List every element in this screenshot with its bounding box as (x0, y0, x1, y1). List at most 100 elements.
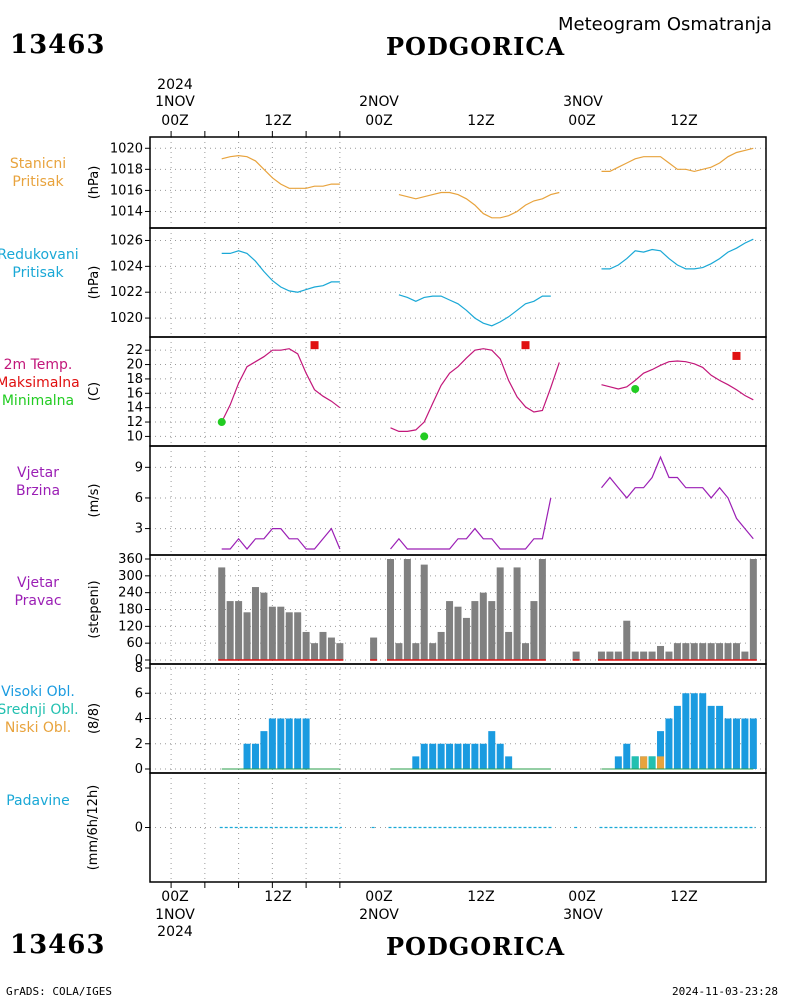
direction-bar (311, 643, 319, 660)
y-tick-label: 1020 (110, 141, 143, 156)
high-cloud-bar (454, 743, 462, 769)
top-hour-6: 12Z (670, 113, 698, 129)
direction-bar (505, 631, 513, 660)
y-axis-label: (8/8) (87, 703, 102, 734)
label-line: Pravac (14, 593, 62, 609)
direction-bar (732, 643, 740, 660)
y-tick-label: 1024 (110, 259, 143, 274)
y-tick-label: 1026 (110, 233, 143, 248)
high-cloud-bar (471, 743, 479, 769)
top-hour-2: 12Z (264, 113, 292, 129)
bottom-hour-5: 00Z (568, 889, 596, 905)
label-line: Brzina (15, 483, 61, 499)
panel-label-temperature: 2m Temp. Maksimalna Minimalna (0, 356, 108, 410)
direction-bar (640, 651, 648, 660)
panel-label-wind-direction: Vjetar Pravac (0, 574, 108, 610)
direction-bar (657, 645, 665, 660)
top-hour-3: 00Z (365, 113, 393, 129)
panel-frame (149, 772, 767, 883)
top-hour-4: 12Z (467, 113, 495, 129)
top-hour-5: 00Z (568, 113, 596, 129)
panel-label-station-pressure: Stanicni Pritisak (0, 155, 108, 191)
panel-label-reduced-pressure: Redukovani Pritisak (0, 246, 108, 282)
y-tick-label: 180 (118, 603, 143, 618)
top-day-2: 2NOV (359, 94, 399, 110)
min-temp-marker (420, 432, 429, 441)
high-cloud-bar (479, 743, 487, 769)
direction-bar (277, 606, 285, 660)
bottom-year: 2024 (157, 924, 193, 940)
label-line: Niski Obl. (4, 720, 72, 736)
footer-timestamp: 2024-11-03-23:28 (672, 985, 778, 998)
high-cloud-bar (673, 705, 681, 769)
label-line: Srednji Obl. (0, 702, 79, 718)
y-tick-label: 1016 (110, 183, 143, 198)
min-temp-marker (217, 418, 226, 427)
direction-bar (648, 651, 656, 660)
high-cloud-bar (657, 731, 665, 769)
series-line (221, 250, 340, 293)
high-cloud-bar (496, 743, 504, 769)
direction-bar (437, 631, 445, 660)
y-tick-label: 9 (135, 460, 143, 475)
y-tick-label: 0 (135, 821, 143, 836)
high-cloud-bar (302, 718, 310, 769)
y-tick-label: 60 (126, 636, 143, 651)
y-tick-label: 300 (118, 569, 143, 584)
y-tick-label: 0 (135, 653, 143, 668)
label-line: Visoki Obl. (1, 684, 75, 700)
direction-bar (488, 601, 496, 660)
direction-bar (471, 601, 479, 660)
label-line: Minimalna (1, 393, 75, 409)
direction-bar (690, 643, 698, 660)
direction-bar (285, 612, 293, 660)
y-tick-label: 360 (118, 552, 143, 567)
high-cloud-bar (429, 743, 437, 769)
high-cloud-bar (690, 693, 698, 769)
direction-bar (623, 620, 631, 660)
direction-bar (302, 631, 310, 660)
high-cloud-bar (260, 731, 268, 769)
direction-bar (319, 631, 327, 660)
high-cloud-bar (724, 718, 732, 769)
panel-label-precipitation: Padavine (0, 792, 108, 810)
direction-bar (370, 637, 378, 660)
series-line (601, 147, 754, 173)
direction-bar (606, 651, 614, 660)
series-line (601, 455, 754, 540)
low-cloud-bar (640, 756, 648, 769)
y-tick-label: 12 (126, 415, 143, 430)
panel-label-wind-speed: Vjetar Brzina (0, 464, 108, 500)
direction-bar (707, 643, 715, 660)
direction-bar (479, 592, 487, 660)
y-tick-label: 240 (118, 586, 143, 601)
min-temp-marker (631, 384, 640, 393)
bottom-hour-4: 12Z (467, 889, 495, 905)
direction-bar (522, 643, 530, 660)
y-tick-label: 6 (135, 686, 143, 701)
direction-bar (395, 643, 403, 660)
label-line: 2m Temp. (3, 357, 73, 373)
bottom-hour-6: 12Z (670, 889, 698, 905)
chart-title: Meteogram Osmatranja (558, 14, 772, 35)
direction-bar (741, 651, 749, 660)
label-line: Vjetar (17, 465, 59, 481)
y-tick-label: 1014 (110, 204, 143, 219)
label-line: Vjetar (17, 575, 59, 591)
series-line (398, 191, 560, 219)
series-line (398, 294, 551, 327)
direction-bar (454, 606, 462, 660)
panel-label-clouds: Visoki Obl. Srednji Obl. Niski Obl. (0, 683, 108, 737)
direction-bar (429, 643, 437, 660)
direction-bar (538, 559, 546, 660)
direction-bar (673, 643, 681, 660)
direction-bar (412, 643, 420, 660)
high-cloud-bar (707, 705, 715, 769)
series-line (601, 238, 754, 270)
y-tick-label: 22 (126, 343, 143, 358)
high-cloud-bar (749, 718, 757, 769)
mid-cloud-bar (648, 756, 656, 769)
direction-bar (294, 612, 302, 660)
y-tick-label: 8 (135, 661, 143, 676)
